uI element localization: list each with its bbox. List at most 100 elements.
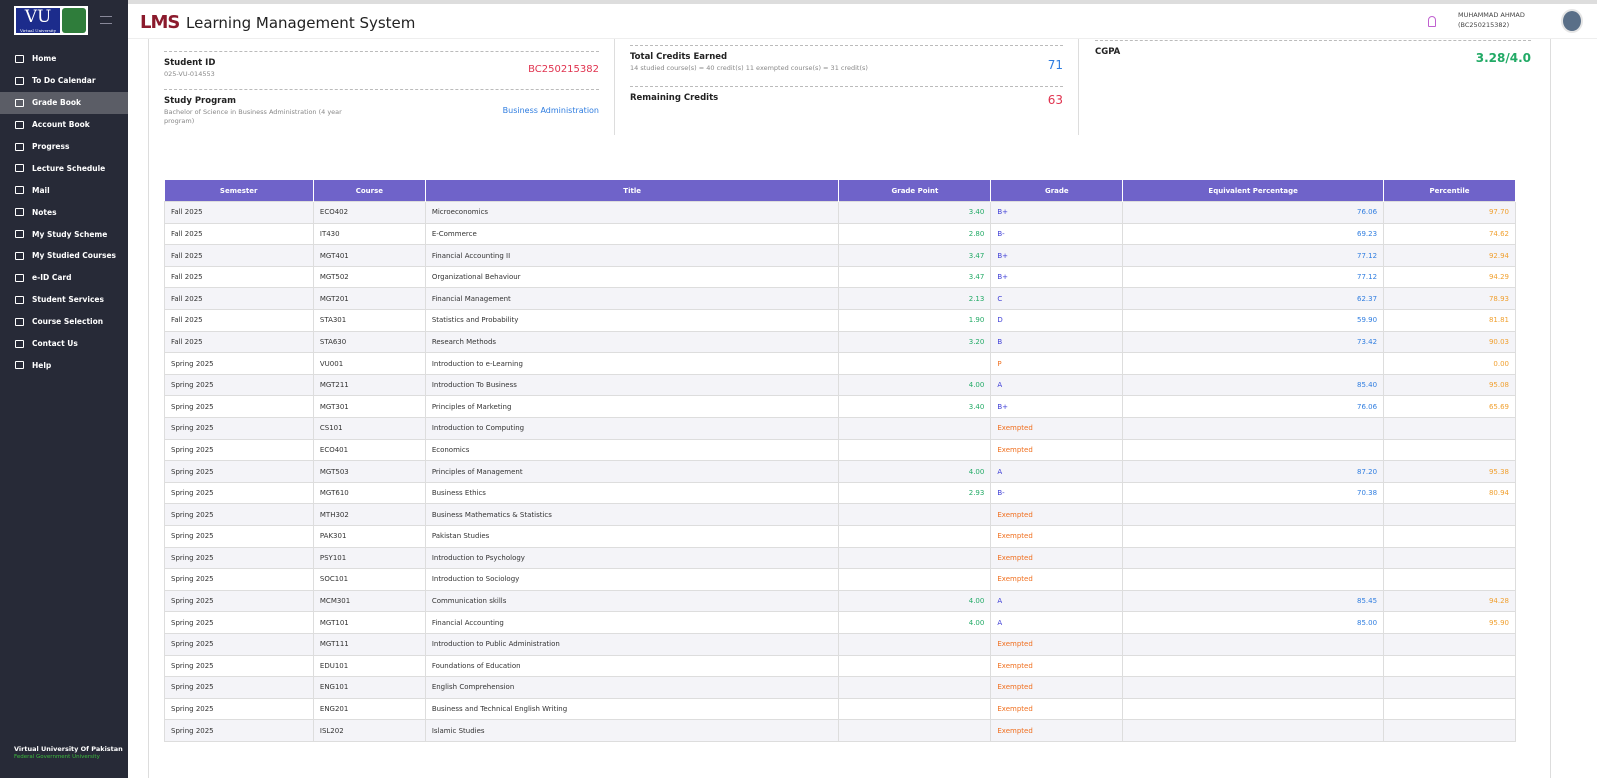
cell: 3.47 bbox=[838, 244, 992, 267]
cell bbox=[1122, 546, 1385, 570]
menu-toggle[interactable] bbox=[100, 16, 112, 24]
cell bbox=[1122, 719, 1385, 742]
app-logo[interactable]: LMS bbox=[140, 12, 180, 33]
cell: Organizational Behaviour bbox=[424, 265, 840, 289]
cell: Spring 2025 bbox=[164, 373, 314, 397]
study-program: Study Program Bachelor of Science in Bus… bbox=[164, 89, 599, 126]
vu-logo: VU Virtual University bbox=[14, 6, 88, 35]
cell: 69.23 bbox=[1122, 222, 1385, 246]
nav-label: Account Book bbox=[32, 120, 90, 130]
cell: B+ bbox=[990, 244, 1124, 267]
cell: Spring 2025 bbox=[164, 352, 314, 375]
nav-item[interactable]: e-ID Card bbox=[0, 267, 128, 289]
column-header: Semester bbox=[164, 180, 314, 202]
nav-item[interactable]: To Do Calendar bbox=[0, 70, 128, 92]
nav-item[interactable]: Progress bbox=[0, 136, 128, 158]
notifications[interactable] bbox=[1428, 16, 1436, 27]
grade-row: Spring 2025 ECO401 Economics Exempted bbox=[164, 438, 1516, 462]
cell: A bbox=[990, 589, 1124, 613]
nav-icon bbox=[15, 208, 24, 217]
nav-item[interactable]: My Study Scheme bbox=[0, 223, 128, 245]
cell: Spring 2025 bbox=[164, 525, 314, 548]
nav-item[interactable]: Student Services bbox=[0, 289, 128, 311]
cell: Economics bbox=[424, 438, 840, 462]
nav-item[interactable]: Grade Book bbox=[0, 91, 128, 114]
column-header: Course bbox=[313, 180, 426, 202]
cell: B- bbox=[990, 222, 1124, 246]
cell: 95.90 bbox=[1383, 611, 1516, 634]
nav-item[interactable]: Course Selection bbox=[0, 311, 128, 333]
nav-item[interactable]: Notes bbox=[0, 201, 128, 223]
cell: Introduction to e-Learning bbox=[424, 352, 840, 375]
nav-item[interactable]: Help bbox=[0, 354, 128, 376]
cell: Communication skills bbox=[424, 589, 840, 613]
cell: SOC101 bbox=[312, 568, 426, 591]
column-header: Title bbox=[425, 180, 840, 202]
column-header: Percentile bbox=[1383, 180, 1516, 202]
nav-icon bbox=[15, 251, 24, 260]
nav-icon bbox=[15, 317, 24, 326]
cell: 76.06 bbox=[1122, 201, 1385, 224]
cell: Principles of Marketing bbox=[424, 395, 840, 419]
nav-item[interactable]: Mail bbox=[0, 179, 128, 201]
cell: 2.93 bbox=[838, 481, 992, 505]
nav-item[interactable]: Lecture Schedule bbox=[0, 157, 128, 179]
cell: B- bbox=[990, 481, 1124, 505]
cell bbox=[1122, 525, 1385, 548]
column-header: Grade Point bbox=[838, 180, 992, 202]
grade-row: Spring 2025 ENG201 Business and Technical … bbox=[164, 697, 1516, 721]
cell: Spring 2025 bbox=[164, 632, 314, 656]
sub: Bachelor of Science in Business Administ… bbox=[164, 108, 342, 125]
nav-label: Grade Book bbox=[32, 98, 81, 108]
cell: Spring 2025 bbox=[164, 697, 314, 721]
nav-icon bbox=[15, 98, 24, 107]
nav-label: Lecture Schedule bbox=[32, 163, 106, 173]
cell: MGT401 bbox=[312, 244, 426, 267]
cell: Business Ethics bbox=[424, 481, 840, 505]
cell: STA301 bbox=[312, 309, 426, 332]
grade-row: Spring 2025 PAK301 Pakistan Studies Exempte… bbox=[164, 525, 1516, 548]
nav-item[interactable]: Home bbox=[0, 48, 128, 70]
summary-left: Student ID 025-VU-014553 BC250215382 Stu… bbox=[164, 39, 599, 135]
total-credits: Total Credits Earned 14 studied course(s… bbox=[630, 45, 1063, 73]
cell bbox=[1383, 438, 1516, 462]
cell: 4.00 bbox=[838, 611, 992, 634]
user-info[interactable]: MUHAMMAD AHMAD (BC250215382) bbox=[1458, 10, 1525, 30]
cell: A bbox=[990, 373, 1124, 397]
cell: 94.29 bbox=[1383, 265, 1516, 289]
label: Study Program bbox=[164, 96, 236, 106]
cell: 2.80 bbox=[838, 222, 992, 246]
cell: Exempted bbox=[990, 546, 1124, 570]
cell bbox=[1122, 676, 1385, 699]
cell bbox=[838, 503, 992, 526]
nav-item[interactable]: My Studied Courses bbox=[0, 245, 128, 267]
nav-icon bbox=[15, 273, 24, 282]
sub: 14 studied course(s) = 40 credit(s) 11 e… bbox=[630, 64, 868, 72]
cell: Exempted bbox=[990, 676, 1124, 699]
nav-icon bbox=[15, 339, 24, 348]
cell bbox=[838, 632, 992, 656]
footer-caption: Federal Government University bbox=[14, 754, 100, 760]
cell: Exempted bbox=[990, 503, 1124, 526]
nav-icon bbox=[15, 361, 24, 370]
cell: 95.08 bbox=[1383, 373, 1516, 397]
cell: ECO402 bbox=[312, 201, 426, 224]
cell: MGT301 bbox=[312, 395, 426, 419]
nav-label: e-ID Card bbox=[32, 273, 72, 283]
value: 63 bbox=[1047, 93, 1063, 107]
cell: 87.20 bbox=[1122, 460, 1385, 483]
nav-item[interactable]: Account Book bbox=[0, 114, 128, 136]
cell: Financial Accounting II bbox=[424, 244, 840, 267]
summary-right: CGPA 3.28/4.0 bbox=[1095, 39, 1531, 135]
cell: MCM301 bbox=[312, 589, 426, 613]
grades-table: Semester Course Title Grade Point Grade Equiv… bbox=[164, 180, 1516, 742]
cell: Introduction to Computing bbox=[424, 417, 840, 440]
cell bbox=[1383, 525, 1516, 548]
nav-item[interactable]: Contact Us bbox=[0, 333, 128, 355]
avatar[interactable] bbox=[1561, 9, 1583, 33]
grade-row: Fall 2025 ECO402 Microeconomics 3.40 B+ 76.06… bbox=[164, 201, 1516, 224]
cell bbox=[1383, 676, 1516, 699]
cell: 74.62 bbox=[1383, 222, 1516, 246]
grade-row: Fall 2025 MGT401 Financial Accounting II 3.… bbox=[164, 244, 1516, 267]
label: Total Credits Earned bbox=[630, 52, 728, 62]
